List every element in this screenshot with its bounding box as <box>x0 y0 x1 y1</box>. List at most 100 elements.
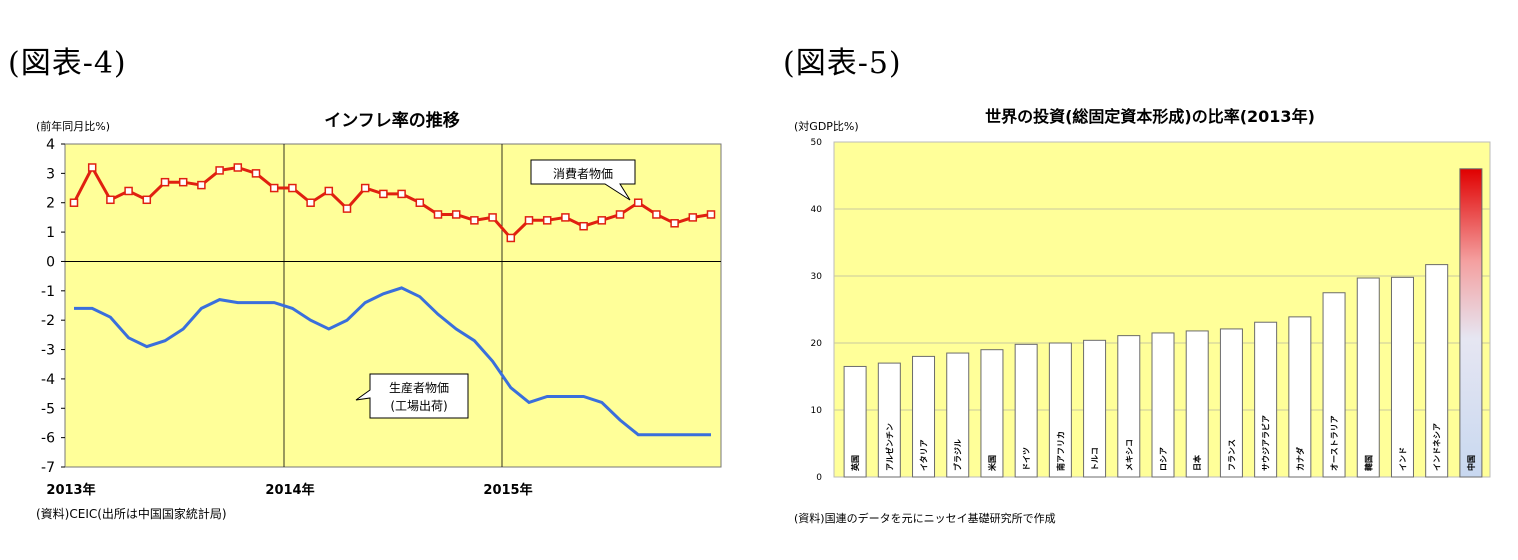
inflation-y-tick-label: 1 <box>46 225 55 241</box>
investment-y-tick-label: 0 <box>816 473 822 483</box>
bar-category-label: 日本 <box>1192 455 1202 471</box>
investment-y-tick-label: 50 <box>811 138 823 148</box>
figure-5-label: (図表-5) <box>783 46 902 81</box>
inflation-y-tick-label: 4 <box>46 137 55 153</box>
bar-category-label: メキシコ <box>1125 439 1134 471</box>
cpi-point <box>106 195 115 205</box>
ppi-series-line <box>74 286 711 437</box>
inflation-y-tick-label: -2 <box>41 313 55 329</box>
inflation-y-tick-label: 0 <box>46 254 55 270</box>
inflation-y-tick-label: -7 <box>41 460 55 476</box>
inflation-x-ticks: 2013年 2014年 2015年 <box>46 482 532 498</box>
bar-category-label: 中国 <box>1466 455 1476 471</box>
cpi-point <box>470 216 479 225</box>
inflation-chart-title: インフレ率の推移 <box>324 110 460 131</box>
cpi-point <box>360 183 370 193</box>
inflation-y-tick-label: -6 <box>41 431 55 447</box>
cpi-point <box>542 216 552 225</box>
cpi-callout-text: 消費者物価 <box>553 166 613 181</box>
cpi-point <box>670 219 679 228</box>
cpi-point <box>561 213 570 222</box>
cpi-point <box>579 221 588 231</box>
bar <box>1390 276 1414 478</box>
bar <box>843 365 867 478</box>
inflation-x-tick-label: 2014年 <box>265 482 314 498</box>
bar <box>1083 339 1107 478</box>
bar-category-label: ブラジル <box>953 439 963 471</box>
bar <box>1185 330 1209 478</box>
investment-source-note: (資料)国連のデータを元にニッセイ基礎研究所で作成 <box>794 511 1056 525</box>
inflation-source-note: (資料)CEIC(出所は中国国家統計局) <box>36 506 227 521</box>
inflation-y-axis-label: (前年同月比%) <box>36 119 110 133</box>
bar-category-label: 南アフリカ <box>1055 431 1065 471</box>
investment-y-tick-label: 20 <box>811 339 823 349</box>
cpi-point <box>178 177 188 187</box>
inflation-x-tick-label: 2015年 <box>483 482 532 498</box>
cpi-point <box>342 204 352 213</box>
bar <box>1322 292 1346 478</box>
cpi-point <box>306 198 315 207</box>
bar-category-label: イタリア <box>919 439 929 471</box>
bar <box>980 349 1004 478</box>
ppi-callout: 生産者物価 (工場出荷) <box>355 373 469 419</box>
bar-category-label: ロシア <box>1159 447 1168 471</box>
inflation-y-tick-label: -1 <box>41 284 55 300</box>
bar <box>1151 332 1175 478</box>
cpi-point <box>506 233 516 243</box>
inflation-y-tick-label: -3 <box>41 343 55 359</box>
cpi-point <box>69 198 79 207</box>
cpi-point <box>415 198 425 207</box>
bar-category-label: カナダ <box>1295 447 1305 471</box>
cpi-point <box>706 210 716 219</box>
bar-category-label: インド <box>1398 447 1407 471</box>
cpi-point <box>433 210 443 219</box>
cpi-point <box>524 216 534 225</box>
inflation-y-tick-label: -4 <box>41 372 55 388</box>
bar-category-label: ドイツ <box>1022 447 1031 471</box>
cpi-point <box>87 163 97 172</box>
bar <box>1014 343 1038 478</box>
figure-4-label: (図表-4) <box>8 46 127 81</box>
cpi-point <box>488 213 497 222</box>
cpi-series-markers <box>69 163 716 243</box>
investment-bars: 英国 アルゼンチン イタリア ブラジル 米国 ドイツ 南アフリカ トルコ メキシコ ロシア 日本 フラ… <box>843 168 1483 478</box>
investment-y-tick-label: 40 <box>811 205 823 215</box>
cpi-point <box>288 183 297 193</box>
investment-y-tick-label: 10 <box>811 406 823 416</box>
investment-y-axis-label: (対GDP比%) <box>794 119 859 133</box>
bar-category-label: トルコ <box>1091 447 1100 471</box>
cpi-point <box>451 210 461 219</box>
bar <box>1219 328 1243 478</box>
cpi-point <box>597 216 607 225</box>
investment-y-ticks: 50 40 30 20 10 0 <box>811 138 823 483</box>
inflation-y-tick-label: 2 <box>46 196 55 212</box>
cpi-point <box>233 163 243 172</box>
investment-chart-title: 世界の投資(総固定資本形成)の比率(2013年) <box>985 107 1315 126</box>
bar-category-label: フランス <box>1227 439 1236 471</box>
bar-category-label: インドネシア <box>1432 423 1442 471</box>
bar <box>1288 316 1312 478</box>
investment-chart: 世界の投資(総固定資本形成)の比率(2013年) (対GDP比%) 50 40 30… <box>794 107 1491 525</box>
bar-category-label: サウジアラビア <box>1261 415 1271 471</box>
bar <box>1425 264 1449 478</box>
ppi-callout-line1: 生産者物価 <box>389 380 449 395</box>
cpi-point <box>688 213 698 222</box>
bar <box>877 362 901 478</box>
cpi-point <box>397 189 406 199</box>
bar <box>1356 277 1380 478</box>
cpi-point <box>652 210 661 219</box>
cpi-point <box>142 195 152 205</box>
cpi-point <box>633 198 643 207</box>
inflation-y-tick-label: -5 <box>41 401 55 417</box>
cpi-point <box>615 210 625 219</box>
bar-category-label: アルゼンチン <box>884 423 894 471</box>
cpi-point <box>215 166 224 175</box>
cpi-point <box>379 189 388 199</box>
bar-highlighted <box>1459 168 1483 478</box>
bar <box>1254 321 1278 478</box>
inflation-chart: インフレ率の推移 (前年同月比%) 4 3 2 1 0 -1 -2 -3 -4 -5 -6 -7 20… <box>36 110 722 521</box>
bar-category-label: 米国 <box>987 455 997 472</box>
inflation-y-tick-label: 3 <box>46 166 55 182</box>
inflation-x-tick-label: 2013年 <box>46 482 95 498</box>
